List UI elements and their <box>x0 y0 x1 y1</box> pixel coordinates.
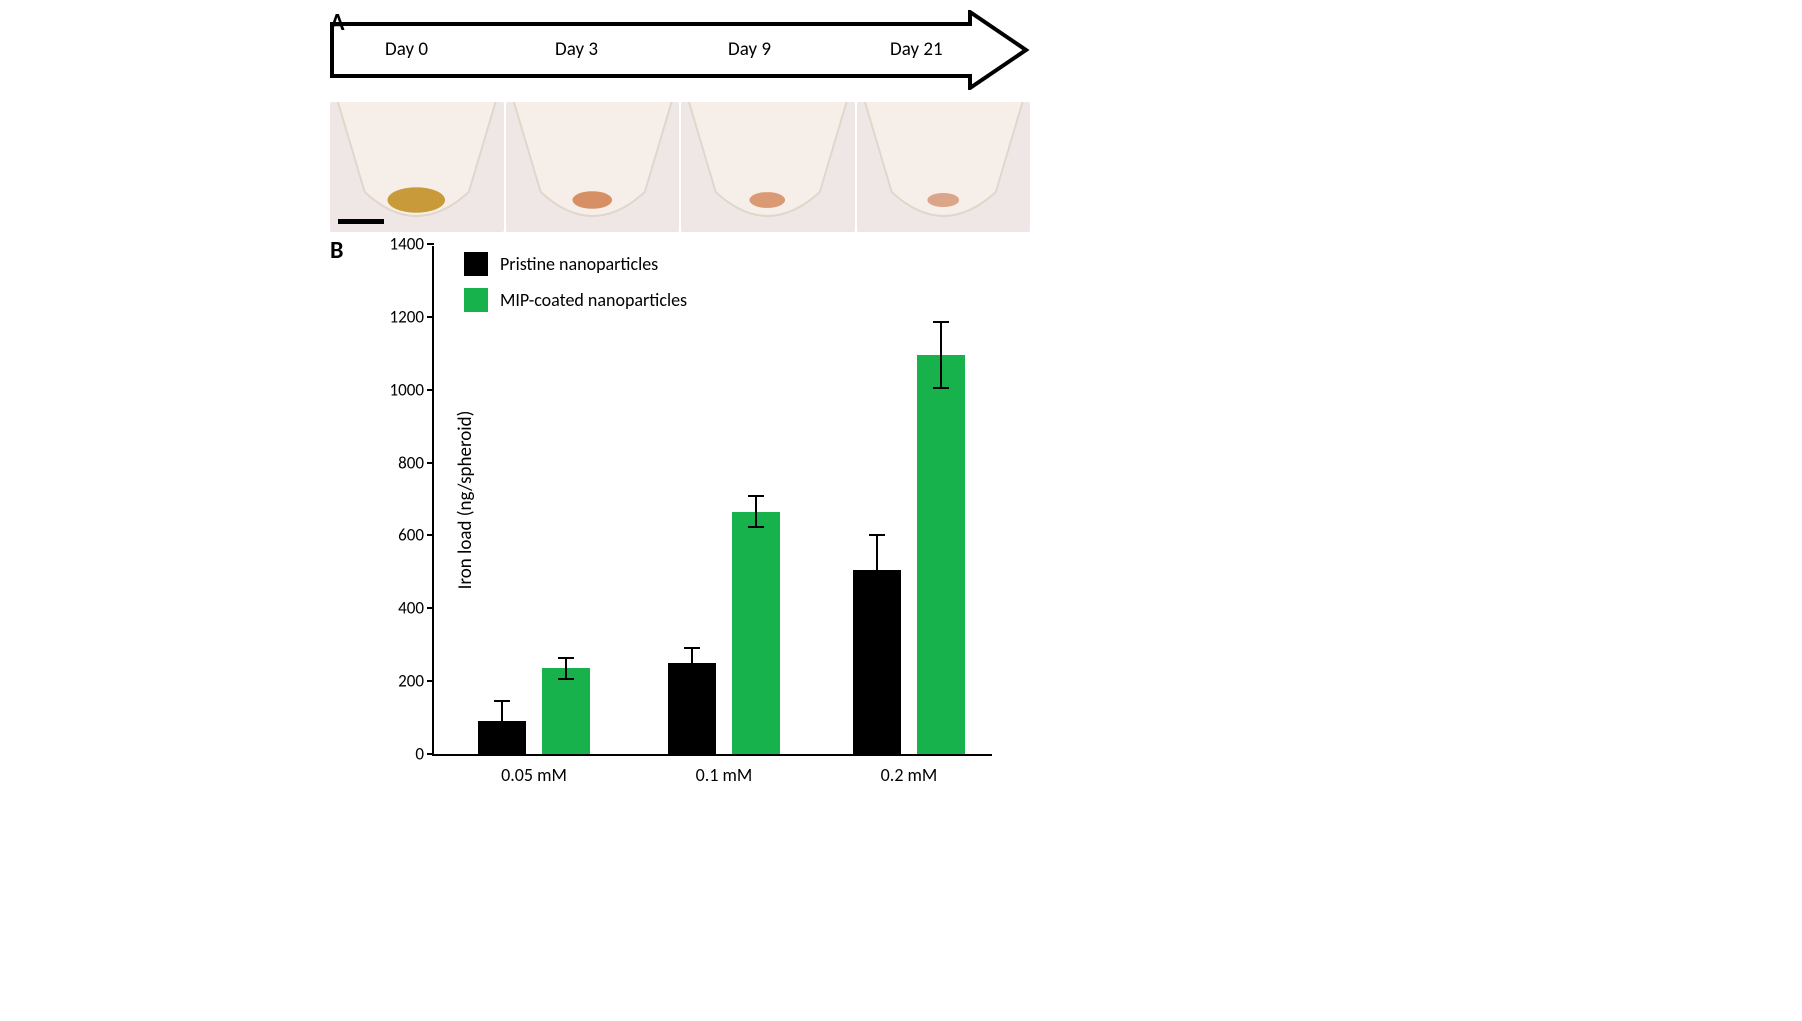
error-cap <box>558 678 574 680</box>
error-cap <box>933 387 949 389</box>
y-tick-mark <box>427 389 434 391</box>
error-cap <box>494 740 510 742</box>
bar-mip <box>917 355 965 754</box>
y-tick-mark <box>427 680 434 682</box>
y-axis-label: Iron load (ng/spheroid) <box>454 411 477 590</box>
y-tick-mark <box>427 316 434 318</box>
error-bar <box>755 496 757 527</box>
x-tick-label: 0.2 mM <box>881 754 938 786</box>
spheroid-photo <box>857 102 1031 232</box>
bar-mip <box>732 512 780 754</box>
x-tick-label: 0.1 mM <box>696 754 753 786</box>
spheroid-photo <box>681 102 855 232</box>
day-labels: Day 0 Day 3 Day 9 Day 21 <box>330 38 1030 68</box>
bar-mip <box>542 668 590 754</box>
figure-container: A Day 0 Day 3 Day 9 Day 21 B Iron load (… <box>330 10 1040 816</box>
error-cap <box>748 495 764 497</box>
y-tick-mark <box>427 753 434 755</box>
panel-b-label: B <box>330 236 343 265</box>
panel-b: B Iron load (ng/spheroid) Pristine nanop… <box>330 236 1050 816</box>
error-cap <box>869 604 885 606</box>
spheroid-photo <box>330 102 504 232</box>
error-cap <box>684 677 700 679</box>
spheroid-photo <box>506 102 680 232</box>
y-tick-mark <box>427 534 434 536</box>
day-label: Day 0 <box>385 38 428 61</box>
photo-row <box>330 102 1030 232</box>
y-tick-mark <box>427 607 434 609</box>
legend-swatch <box>464 288 488 312</box>
error-cap <box>558 657 574 659</box>
error-cap <box>494 700 510 702</box>
scale-bar <box>338 219 384 224</box>
error-cap <box>748 526 764 528</box>
error-cap <box>933 321 949 323</box>
panel-a: A Day 0 Day 3 Day 9 Day 21 <box>330 10 1030 232</box>
bar-chart: Iron load (ng/spheroid) Pristine nanopar… <box>410 236 1000 801</box>
legend-item: Pristine nanoparticles <box>464 252 687 276</box>
legend-item: MIP-coated nanoparticles <box>464 288 687 312</box>
legend-swatch <box>464 252 488 276</box>
y-tick-mark <box>427 462 434 464</box>
panel-a-label: A <box>330 8 345 37</box>
error-bar <box>940 322 942 388</box>
day-label: Day 3 <box>555 38 598 61</box>
error-cap <box>684 647 700 649</box>
error-bar <box>876 535 878 604</box>
error-bar <box>501 701 503 741</box>
day-label: Day 9 <box>728 38 771 61</box>
day-label: Day 21 <box>890 38 943 61</box>
y-tick-mark <box>427 243 434 245</box>
error-bar <box>691 648 693 677</box>
plot-area: Iron load (ng/spheroid) Pristine nanopar… <box>432 246 992 756</box>
legend-label: MIP-coated nanoparticles <box>500 289 687 311</box>
error-bar <box>565 658 567 678</box>
error-cap <box>869 534 885 536</box>
legend: Pristine nanoparticles MIP-coated nanopa… <box>464 252 687 324</box>
x-tick-label: 0.05 mM <box>501 754 567 786</box>
legend-label: Pristine nanoparticles <box>500 253 658 275</box>
